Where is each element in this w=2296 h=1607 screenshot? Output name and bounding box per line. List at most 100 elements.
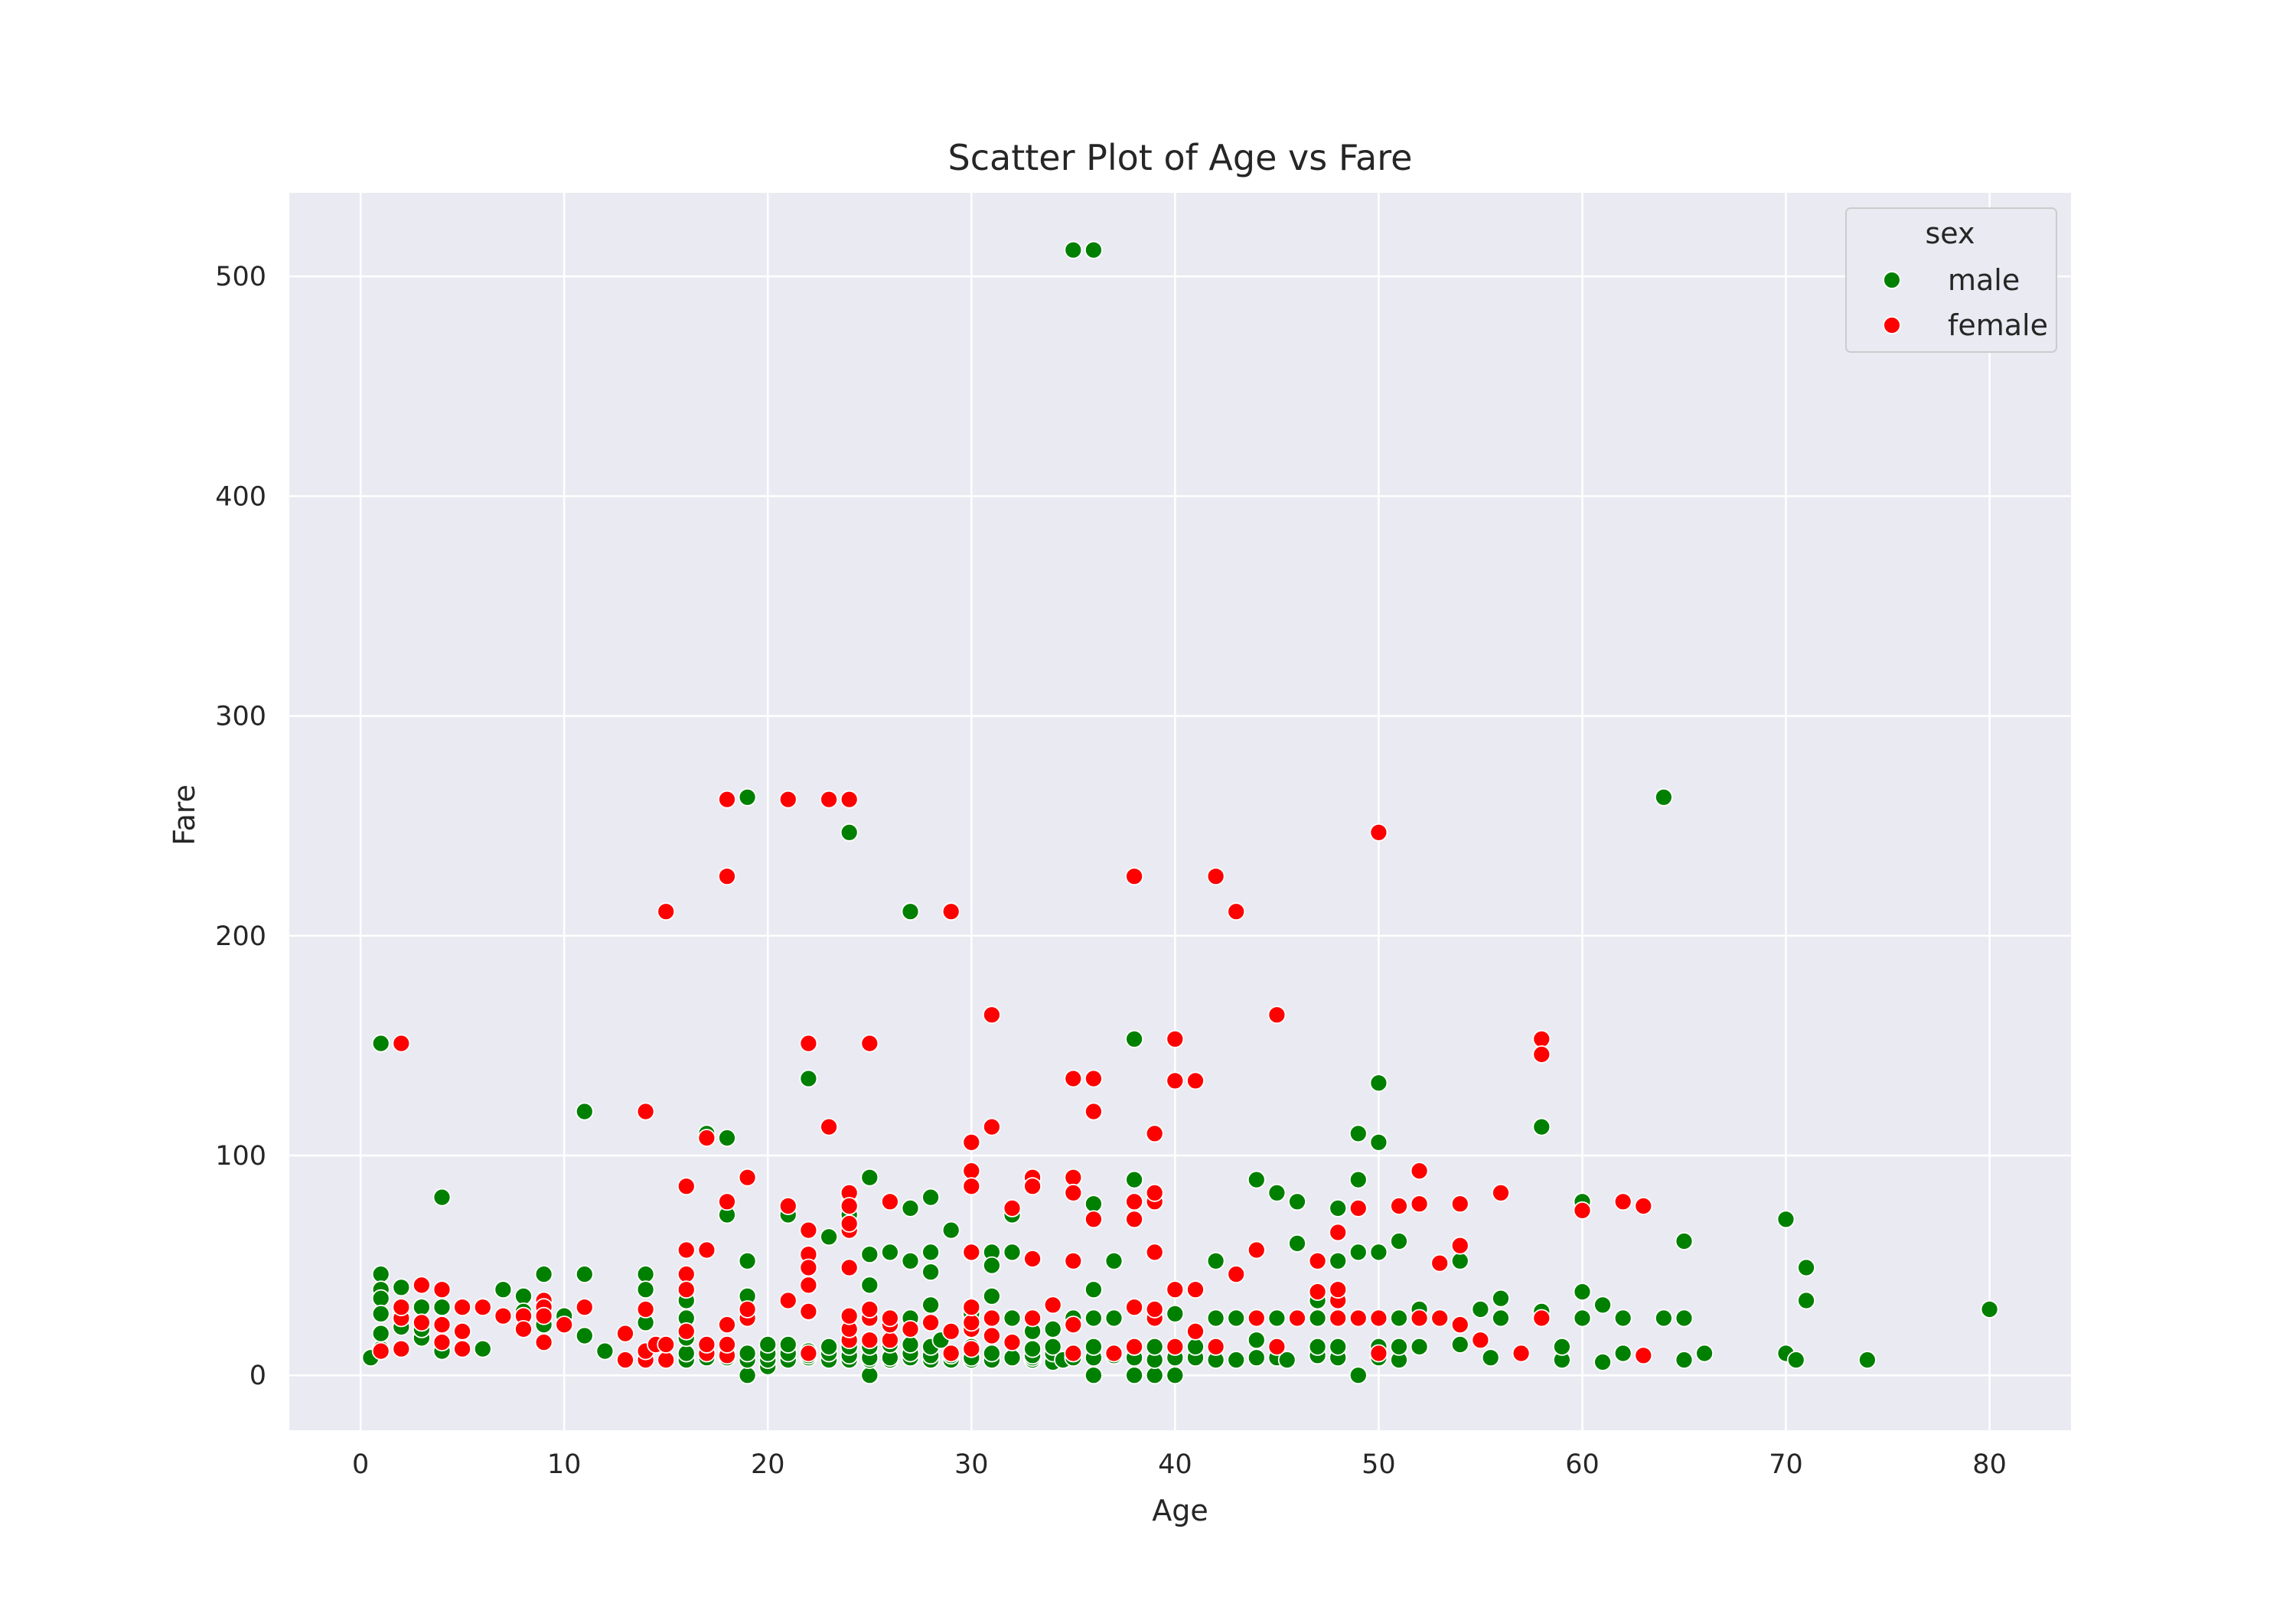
- point-female: [1450, 1195, 1469, 1214]
- point-female: [432, 1333, 452, 1351]
- point-female: [473, 1298, 492, 1317]
- y-tick-labels: 0 100 200 300 400 500: [215, 262, 266, 1391]
- point-male: [1492, 1289, 1510, 1308]
- point-female: [453, 1339, 471, 1358]
- point-male: [1481, 1348, 1500, 1367]
- point-male: [1125, 1170, 1143, 1189]
- point-female: [901, 1320, 920, 1338]
- point-female: [1349, 1309, 1368, 1328]
- point-male: [371, 1304, 390, 1323]
- point-male: [1308, 1309, 1327, 1328]
- point-male: [1654, 787, 1673, 807]
- point-male: [778, 1335, 797, 1354]
- point-female: [1145, 1124, 1164, 1143]
- point-male: [1553, 1338, 1571, 1356]
- point-male: [1532, 1117, 1551, 1136]
- point-male: [1206, 1309, 1225, 1328]
- point-male: [1450, 1335, 1469, 1354]
- point-male: [1247, 1348, 1266, 1367]
- point-female: [840, 1197, 859, 1215]
- point-male: [1349, 1124, 1368, 1143]
- point-female: [1186, 1071, 1205, 1090]
- point-male: [371, 1265, 390, 1283]
- point-female: [575, 1298, 594, 1317]
- point-male: [1573, 1283, 1592, 1301]
- point-female: [657, 1335, 676, 1354]
- point-male: [1786, 1351, 1805, 1369]
- point-male: [371, 1289, 390, 1308]
- point-male: [799, 1069, 818, 1088]
- point-female: [1471, 1331, 1490, 1350]
- point-female: [1532, 1309, 1551, 1328]
- point-male: [1390, 1338, 1408, 1356]
- point-female: [881, 1331, 899, 1350]
- point-female: [1125, 1298, 1143, 1317]
- point-female: [738, 1168, 757, 1187]
- x-tick-label: 50: [1362, 1449, 1396, 1480]
- point-male: [1654, 1309, 1673, 1328]
- point-female: [697, 1240, 716, 1260]
- point-female: [738, 1300, 757, 1319]
- point-male: [1390, 1309, 1408, 1328]
- point-male: [1166, 1366, 1185, 1385]
- legend-marker-male: [1883, 271, 1901, 289]
- point-male: [983, 1286, 1001, 1305]
- point-female: [718, 1335, 736, 1354]
- point-female: [616, 1351, 634, 1369]
- point-male: [514, 1286, 533, 1305]
- point-female: [1206, 1338, 1225, 1356]
- point-male: [1980, 1300, 1999, 1319]
- point-female: [820, 1117, 838, 1136]
- point-female: [1206, 867, 1225, 886]
- point-male: [1064, 240, 1083, 259]
- point-female: [1125, 1192, 1143, 1211]
- point-male: [1084, 1338, 1103, 1356]
- point-female: [962, 1133, 981, 1152]
- point-female: [1573, 1201, 1592, 1220]
- point-male: [1329, 1199, 1348, 1217]
- point-female: [1247, 1240, 1266, 1260]
- x-tick-label: 10: [547, 1449, 582, 1480]
- point-female: [799, 1034, 818, 1053]
- point-female: [1166, 1071, 1185, 1090]
- point-female: [1064, 1251, 1083, 1270]
- point-female: [962, 1177, 981, 1196]
- point-female: [392, 1034, 411, 1053]
- point-female: [677, 1177, 696, 1196]
- point-female: [1247, 1309, 1266, 1328]
- point-male: [1023, 1339, 1042, 1358]
- point-male: [1145, 1338, 1164, 1356]
- point-male: [1776, 1210, 1795, 1229]
- point-female: [413, 1276, 431, 1295]
- legend-box: [1845, 207, 2057, 353]
- point-female: [1084, 1210, 1103, 1229]
- point-male: [860, 1245, 879, 1264]
- x-tick-label: 60: [1565, 1449, 1600, 1480]
- x-axis-label: Age: [1152, 1494, 1208, 1527]
- point-male: [1797, 1291, 1816, 1310]
- x-tick-label: 80: [1972, 1449, 2007, 1480]
- grid-lines: [289, 193, 2071, 1430]
- point-male: [1206, 1251, 1225, 1270]
- point-female: [1145, 1183, 1164, 1202]
- point-male: [1369, 1243, 1388, 1262]
- point-female: [1390, 1197, 1408, 1215]
- point-male: [1695, 1344, 1714, 1363]
- x-tick-label: 40: [1158, 1449, 1192, 1480]
- point-female: [392, 1298, 411, 1317]
- point-male: [371, 1324, 390, 1343]
- point-male: [881, 1243, 899, 1262]
- point-female: [941, 902, 960, 921]
- point-male: [983, 1256, 1001, 1275]
- point-male: [1450, 1251, 1469, 1270]
- point-male: [860, 1168, 879, 1187]
- point-female: [1064, 1168, 1083, 1187]
- point-female: [1349, 1199, 1368, 1217]
- point-male: [860, 1366, 879, 1385]
- point-female: [636, 1102, 655, 1121]
- point-female: [677, 1280, 696, 1299]
- point-female: [1125, 867, 1143, 886]
- point-male: [1125, 1029, 1143, 1048]
